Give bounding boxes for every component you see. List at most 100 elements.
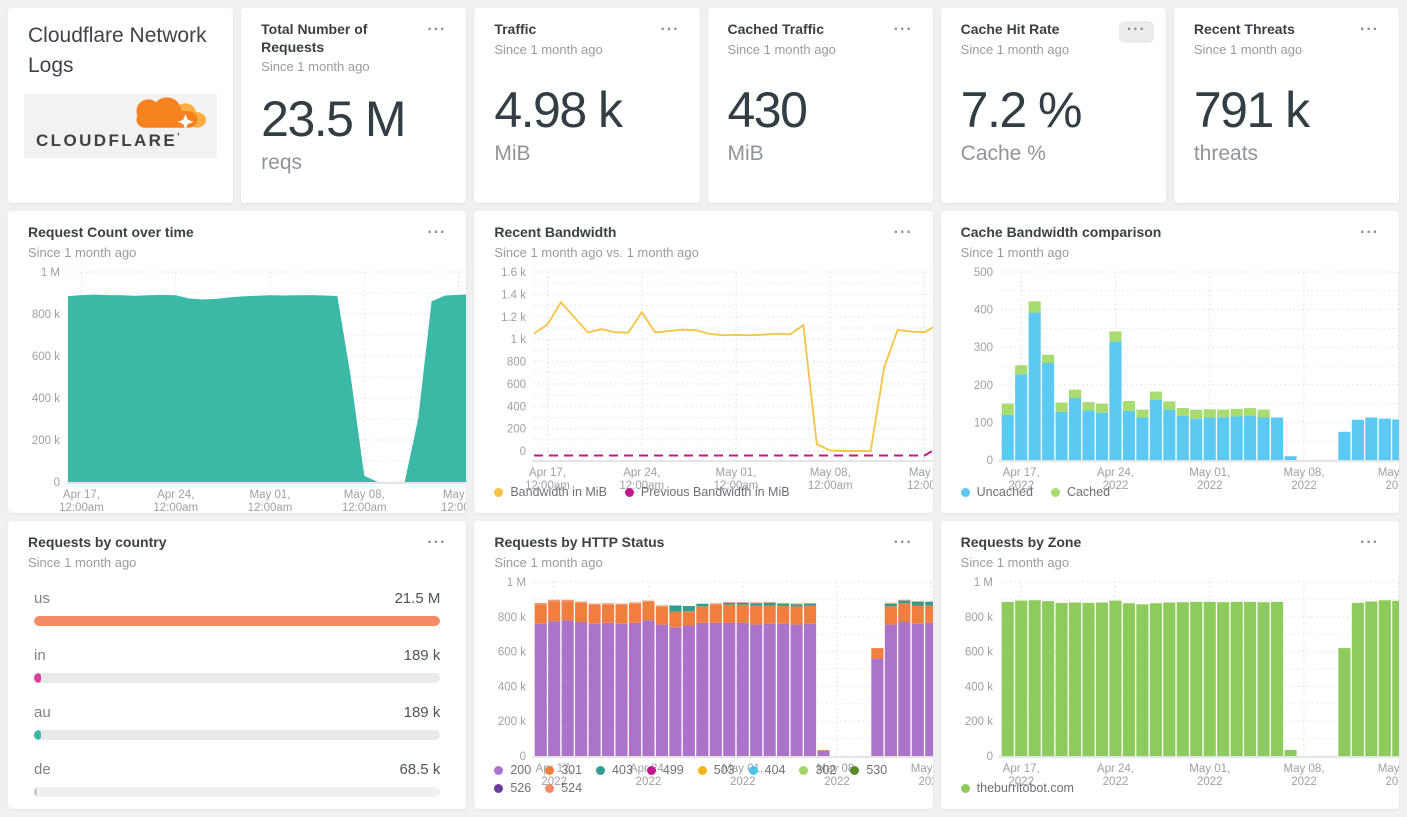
svg-text:May 01,2022: May 01, 2022 [1189,467,1230,492]
panel-menu-button[interactable]: ··· [1352,224,1387,246]
panel-menu-button[interactable]: ··· [419,534,454,556]
svg-text:200: 200 [507,423,526,435]
legend-label: 524 [561,781,583,795]
svg-text:Apr 17,12:00am: Apr 17, 12:00am [525,467,570,492]
legend-item-503[interactable]: 503 [697,763,735,777]
legend-dot-icon [799,765,809,775]
svg-text:Apr 24,12:00am: Apr 24, 12:00am [153,489,198,514]
legend-item-499[interactable]: 499 [646,763,684,777]
svg-text:0: 0 [520,751,526,763]
chart-canvas-recent-bandwidth: 1.6 k 1.4 k 1.2 k 1 k 800 600 400 200 0 Apr 17, 12… [501,267,933,492]
legend-item-301[interactable]: 301 [545,763,582,777]
panel-menu-button[interactable]: ··· [1352,534,1387,556]
svg-text:Apr 17,2022: Apr 17, 2022 [1002,763,1039,788]
svg-text:600 k: 600 k [965,646,993,658]
legend-label: 530 [866,763,888,777]
legend-item-Uncached[interactable]: Uncached [960,485,1033,499]
legend-item-403[interactable]: 403 [596,763,633,777]
legend-label: 404 [764,763,786,777]
legend-item-302[interactable]: 302 [799,763,836,777]
svg-text:500: 500 [973,267,992,279]
legend-item-Previous Bandwidth in MiB[interactable]: Previous Bandwidth in MiB [624,485,790,499]
panel-subtitle: Since 1 month ago [494,554,603,570]
panel-menu-button[interactable]: ··· [1352,21,1387,43]
panel-title: Requests by country [28,534,167,550]
panel-subtitle: Since 1 month ago [960,554,1070,570]
legend-dot-icon [697,765,707,775]
legend-dot-icon [960,783,970,793]
panel-menu-button[interactable]: ··· [886,224,921,246]
panel-cache-hit-rate: Cache Hit Rate Since 1 month ago ··· 7.2… [940,8,1166,203]
legend-dot-icon [748,765,758,775]
recent-bandwidth-chart[interactable]: 1.6 k 1.4 k 1.2 k 1 k 800 600 400 200 0 Apr 17, 12… [474,260,933,492]
legend-item-theburritobot.com[interactable]: theburritobot.com [960,781,1074,795]
country-row-in: in 189 k [34,646,441,683]
cloudflare-wordmark: CLOUDFLARE’ [36,130,180,150]
panel-menu-button[interactable]: ··· [886,534,921,556]
svg-text:Apr 17,2022: Apr 17, 2022 [1002,467,1039,492]
country-bar-fill [34,729,41,740]
panel-menu-button[interactable]: ··· [419,21,454,43]
dashboard-title: Cloudflare Network Logs [28,24,207,78]
legend-dot-icon [545,765,555,775]
panel-subtitle: Since 1 month ago [261,59,370,74]
legend-item-524[interactable]: 524 [545,781,582,795]
cache-bandwidth-chart[interactable]: 500 400 300 200 100 0 Apr 17, 2022 Apr 24, 2022 Ma… [941,260,1399,492]
svg-text:1.2 k: 1.2 k [501,311,526,323]
stat-value: 7.2 % [960,82,1083,139]
svg-text:1.4 k: 1.4 k [501,289,526,301]
stat-value: 791 k [1193,82,1310,139]
legend-item-Cached[interactable]: Cached [1050,485,1110,499]
legend-item-526[interactable]: 526 [494,781,531,795]
svg-text:May 15,2022: May 15,2022 [1377,467,1399,492]
recent-bandwidth-legend: Bandwidth in MiB Previous Bandwidth in Mi… [474,477,932,513]
svg-text:0: 0 [520,446,526,458]
stat-unit: MiB [494,142,531,166]
panel-cached-traffic: Cached Traffic Since 1 month ago ··· 430… [707,8,933,203]
svg-text:May 08,12:00am: May 08, 12:00am [808,467,853,492]
svg-text:May 112:00a: May 112:00a [907,467,932,492]
svg-text:800 k: 800 k [498,611,526,623]
country-bar-fill [34,786,37,797]
request-count-chart[interactable]: 1 M 800 k 600 k 400 k 200 k 0 Apr 17, 12:00am Ap… [8,260,467,514]
svg-text:400: 400 [507,401,526,413]
panel-title: Traffic [494,21,537,37]
panel-menu-button[interactable]: ··· [653,21,688,43]
svg-text:100: 100 [973,417,992,429]
panel-menu-button[interactable]: ··· [886,21,921,43]
legend-dot-icon [850,765,860,775]
bottom-charts-row: Requests by country Since 1 month ago ··… [8,521,1399,809]
country-value: 189 k [403,703,441,721]
stat-unit: MiB [727,142,764,166]
svg-text:600: 600 [507,378,526,390]
country-label: in [34,646,46,664]
panel-title: Recent Threats [1193,21,1295,37]
panel-subtitle: Since 1 month ago [28,554,137,570]
panel-subtitle: Since 1 month ago [1193,41,1303,57]
svg-text:200 k: 200 k [32,435,60,447]
country-value: 68.5 k [399,760,441,778]
legend-item-200[interactable]: 200 [494,763,531,777]
svg-text:200 k: 200 k [965,716,993,728]
svg-text:0: 0 [986,751,992,763]
http-status-chart[interactable]: 1 M 800 k 600 k 400 k 200 k 0 Apr 17, 2022 Apr 2… [474,570,933,788]
svg-text:Apr 24,2022: Apr 24, 2022 [1097,467,1134,492]
legend-item-404[interactable]: 404 [748,763,786,777]
cloudflare-cloud-icon [136,97,207,130]
svg-text:May 01,12:00am: May 01, 12:00am [248,489,293,514]
zone-chart[interactable]: 1 M 800 k 600 k 400 k 200 k 0 Apr 17, 2022 Apr 2… [941,570,1399,788]
panel-menu-button[interactable]: ··· [419,224,454,246]
country-bar-track [34,615,441,626]
panel-menu-button[interactable]: ··· [1118,21,1154,43]
panel-request-count: Request Count over time Since 1 month ag… [8,211,467,514]
cloudflare-logo: CLOUDFLARE’ [24,93,218,158]
panel-cache-bandwidth: Cache Bandwidth comparison Since 1 month… [940,211,1399,513]
country-row-au: au 189 k [34,703,441,740]
legend-label: 526 [510,781,532,795]
legend-item-Bandwidth in MiB[interactable]: Bandwidth in MiB [494,485,607,499]
legend-item-530[interactable]: 530 [850,763,887,777]
country-value: 189 k [403,646,441,664]
legend-dot-icon [494,783,504,793]
